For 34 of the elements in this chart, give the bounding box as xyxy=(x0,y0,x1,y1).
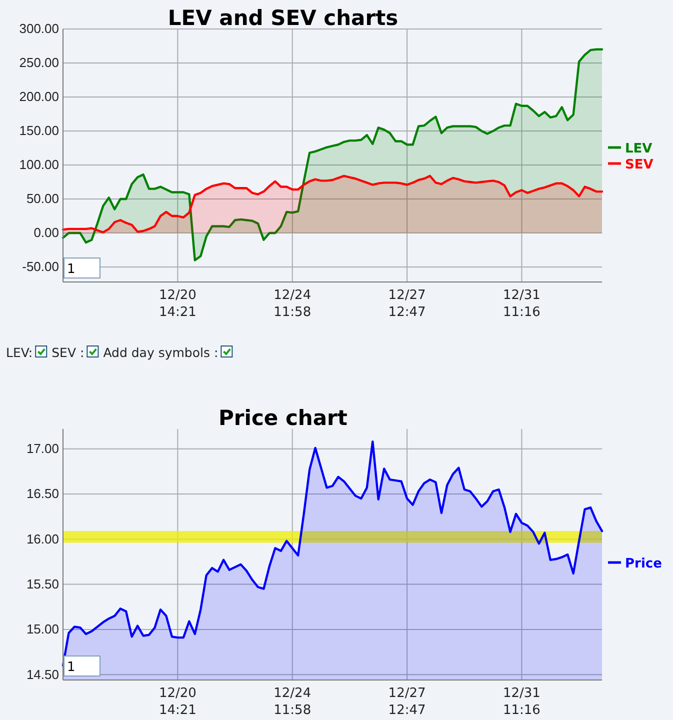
x-tick-label: 12/27 12:47 xyxy=(388,288,426,320)
x-tick-label: 12/27 12:47 xyxy=(388,686,426,718)
y-tick-label: 150.00 xyxy=(19,123,59,138)
text: LEV: xyxy=(6,345,33,360)
y-tick-label: 16.50 xyxy=(26,486,59,502)
y-tick-label: 15.00 xyxy=(26,622,59,637)
text: Add day symbols : xyxy=(103,345,218,360)
y-tick-label: 14.50 xyxy=(26,666,59,682)
y-tick-label: 300.00 xyxy=(19,21,59,36)
y-tick-label: 100.00 xyxy=(19,157,59,172)
text-field: 1 xyxy=(64,258,100,278)
y-tick-label: 250.00 xyxy=(19,55,59,70)
chart-title: Price chart xyxy=(218,406,348,430)
legend-label: Price xyxy=(625,556,662,572)
y-tick-label: 17.00 xyxy=(26,441,59,456)
x-tick-label: 12/20 14:21 xyxy=(158,288,196,320)
legend-label: LEV xyxy=(625,142,652,156)
x-tick-label: 12/31 11:16 xyxy=(502,686,540,718)
y-tick-label: 200.00 xyxy=(19,89,59,104)
x-tick-label: 12/24 11:58 xyxy=(274,686,312,718)
y-tick-label: 16.00 xyxy=(26,531,59,546)
legend-label: SEV xyxy=(625,158,654,172)
chart-title: LEV and SEV charts xyxy=(168,6,398,30)
y-tick-label: 15.50 xyxy=(26,576,59,592)
y-tick-label: 50.00 xyxy=(26,191,59,206)
y-tick-label: -50.00 xyxy=(22,259,59,274)
annotation: 1 xyxy=(67,660,76,675)
text-field: 1 xyxy=(64,656,100,676)
x-tick-label: 12/20 14:21 xyxy=(158,686,196,718)
annotation: 1 xyxy=(67,262,76,277)
y-tick-label: 0.00 xyxy=(34,225,59,240)
x-tick-label: 12/24 11:58 xyxy=(274,288,312,320)
x-tick-label: 12/31 11:16 xyxy=(502,288,540,320)
text: SEV : xyxy=(52,345,84,360)
